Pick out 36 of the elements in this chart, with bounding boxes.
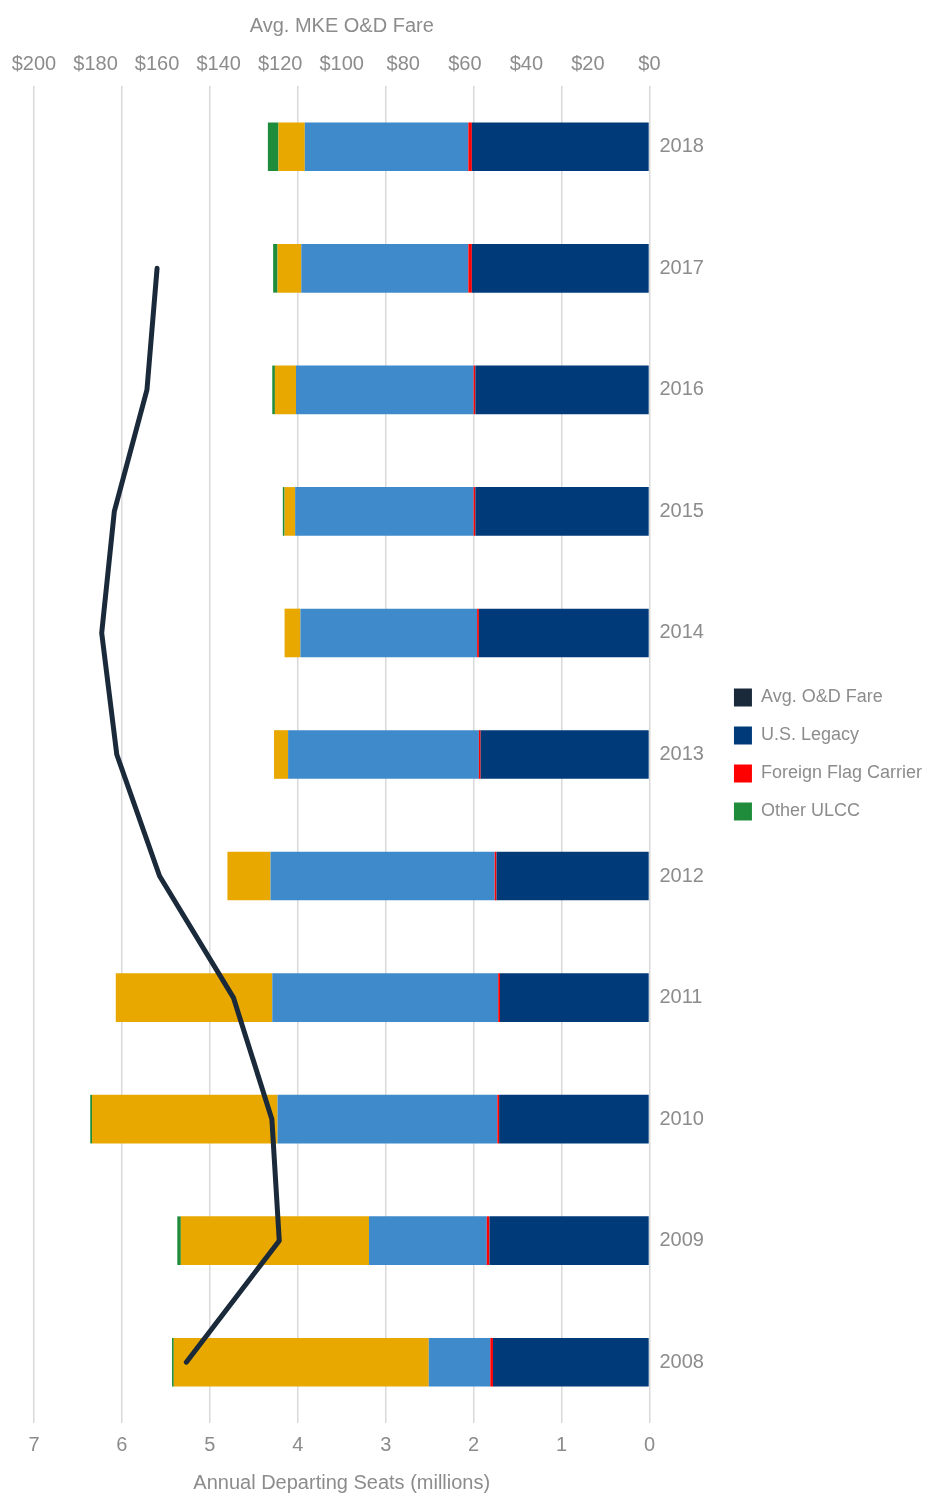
x-tick-label: 7 xyxy=(28,1432,40,1455)
x2-tick-label: $60 xyxy=(448,51,482,74)
x2-tick-label: $40 xyxy=(509,51,544,74)
legend-label: Avg. O&D Fare xyxy=(760,686,883,707)
x-tick-label: 0 xyxy=(643,1432,656,1455)
y-tick-label: 2015 xyxy=(659,498,704,521)
y-tick-label: 2013 xyxy=(659,742,704,765)
x-tick-label: 3 xyxy=(380,1432,392,1455)
y-tick-label: 2017 xyxy=(659,255,704,278)
legend-label: U.S. Legacy xyxy=(760,724,860,745)
x-tick-label: 1 xyxy=(555,1432,568,1455)
x-tick-label: 5 xyxy=(204,1432,216,1455)
x2-axis-title: Avg. MKE O&D Fare xyxy=(249,13,434,36)
y-tick-label: 2011 xyxy=(659,985,703,1008)
y-tick-label: 2014 xyxy=(659,620,704,643)
x2-tick-label: $20 xyxy=(571,51,605,74)
legend-label: Foreign Flag Carrier xyxy=(760,762,923,783)
y-tick-label: 2009 xyxy=(659,1228,704,1251)
x2-tick-label: $80 xyxy=(386,51,420,74)
x-tick-label: 2 xyxy=(468,1432,480,1455)
x-tick-label: 6 xyxy=(116,1432,128,1455)
x2-tick-label: $180 xyxy=(73,51,118,74)
x2-tick-label: $160 xyxy=(134,51,180,74)
x-axis-title: Annual Departing Seats (millions) xyxy=(193,1470,491,1493)
x2-tick-label: $200 xyxy=(11,51,57,74)
y-tick-label: 2012 xyxy=(659,863,704,886)
y-tick-label: 2018 xyxy=(659,134,704,157)
x2-tick-label: $100 xyxy=(319,51,364,74)
x2-tick-label: $140 xyxy=(196,51,241,74)
x2-tick-label: $120 xyxy=(257,51,303,74)
x-tick-label: 4 xyxy=(292,1432,304,1455)
y-tick-label: 2010 xyxy=(659,1106,704,1129)
legend-label: Other ULCC xyxy=(760,800,860,821)
x2-tick-label: $0 xyxy=(638,51,661,74)
y-tick-label: 2016 xyxy=(659,377,704,400)
y-tick-label: 2008 xyxy=(659,1349,704,1372)
